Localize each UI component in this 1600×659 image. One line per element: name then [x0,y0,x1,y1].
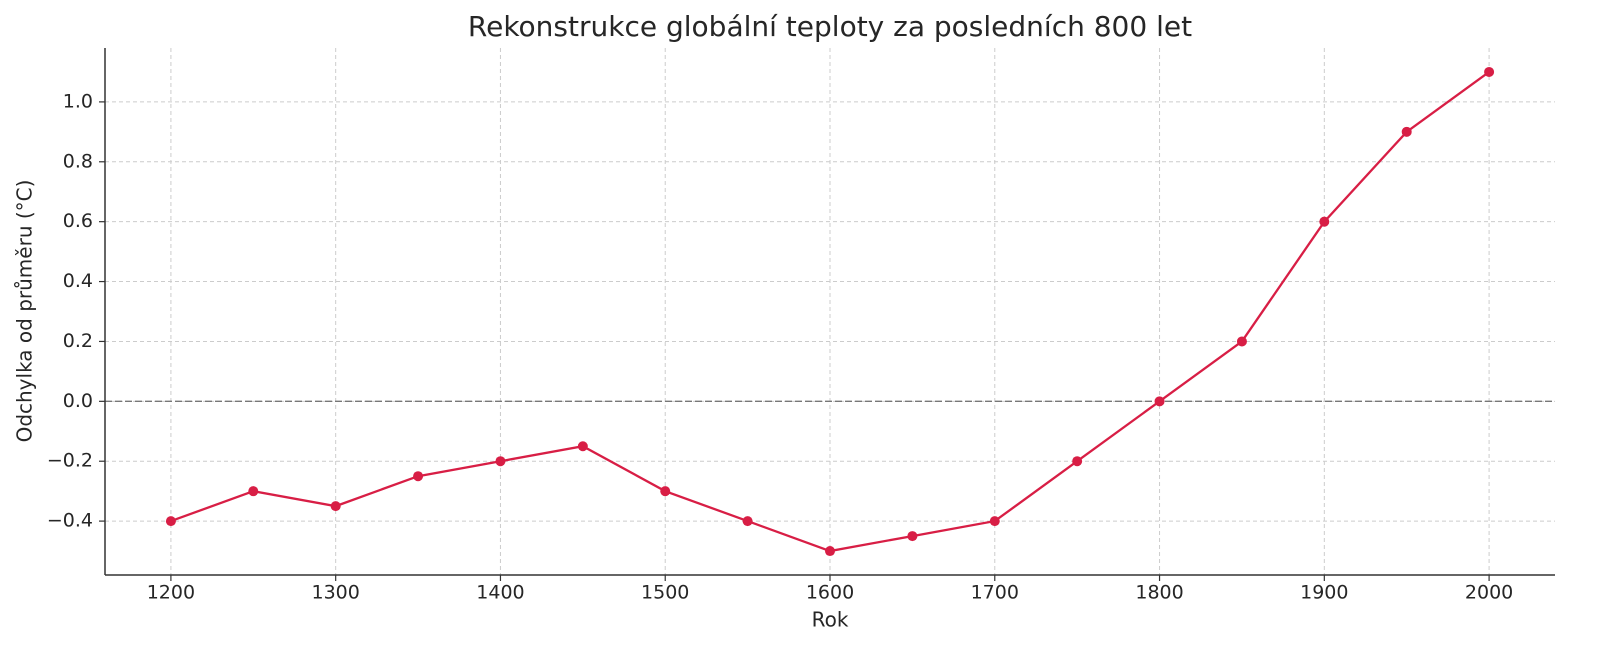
data-point [1154,396,1165,407]
x-tick-label: 1300 [312,582,360,604]
y-tick-label: −0.2 [47,450,93,472]
y-tick-label: −0.4 [47,510,93,532]
data-line [170,71,1490,553]
x-axis-label: Rok [812,608,849,632]
x-tick-label: 1900 [1300,582,1348,604]
y-tick-label: 0.0 [63,390,93,412]
data-point [495,456,506,467]
data-point [907,531,918,542]
x-tick-label: 2000 [1465,582,1513,604]
data-point [330,501,341,512]
y-tick-label: 0.2 [63,330,93,352]
data-point [248,486,259,497]
data-point [660,486,671,497]
data-point [1401,126,1412,137]
data-point [1236,336,1247,347]
data-point [165,516,176,527]
x-tick-label: 1800 [1135,582,1183,604]
y-tick-label: 1.0 [63,90,93,112]
data-point [989,516,1000,527]
x-tick-label: 1200 [147,582,195,604]
data-point [1319,216,1330,227]
y-tick-label: 0.6 [63,210,93,232]
data-point [825,546,835,557]
y-tick-label: 0.8 [63,150,93,172]
x-tick-label: 1700 [971,582,1019,604]
x-tick-label: 1600 [806,582,854,604]
data-point [1484,66,1495,77]
data-point [577,441,588,452]
data-point [742,516,753,527]
y-axis-label: Odchylka od průměru (°C) [13,180,37,443]
data-point [1072,456,1083,467]
data-point [413,471,424,482]
x-tick-label: 1500 [641,582,689,604]
x-tick-label: 1400 [476,582,524,604]
chart-title: Rekonstrukce globální teploty za posledn… [468,10,1192,43]
y-tick-label: 0.4 [63,270,93,292]
